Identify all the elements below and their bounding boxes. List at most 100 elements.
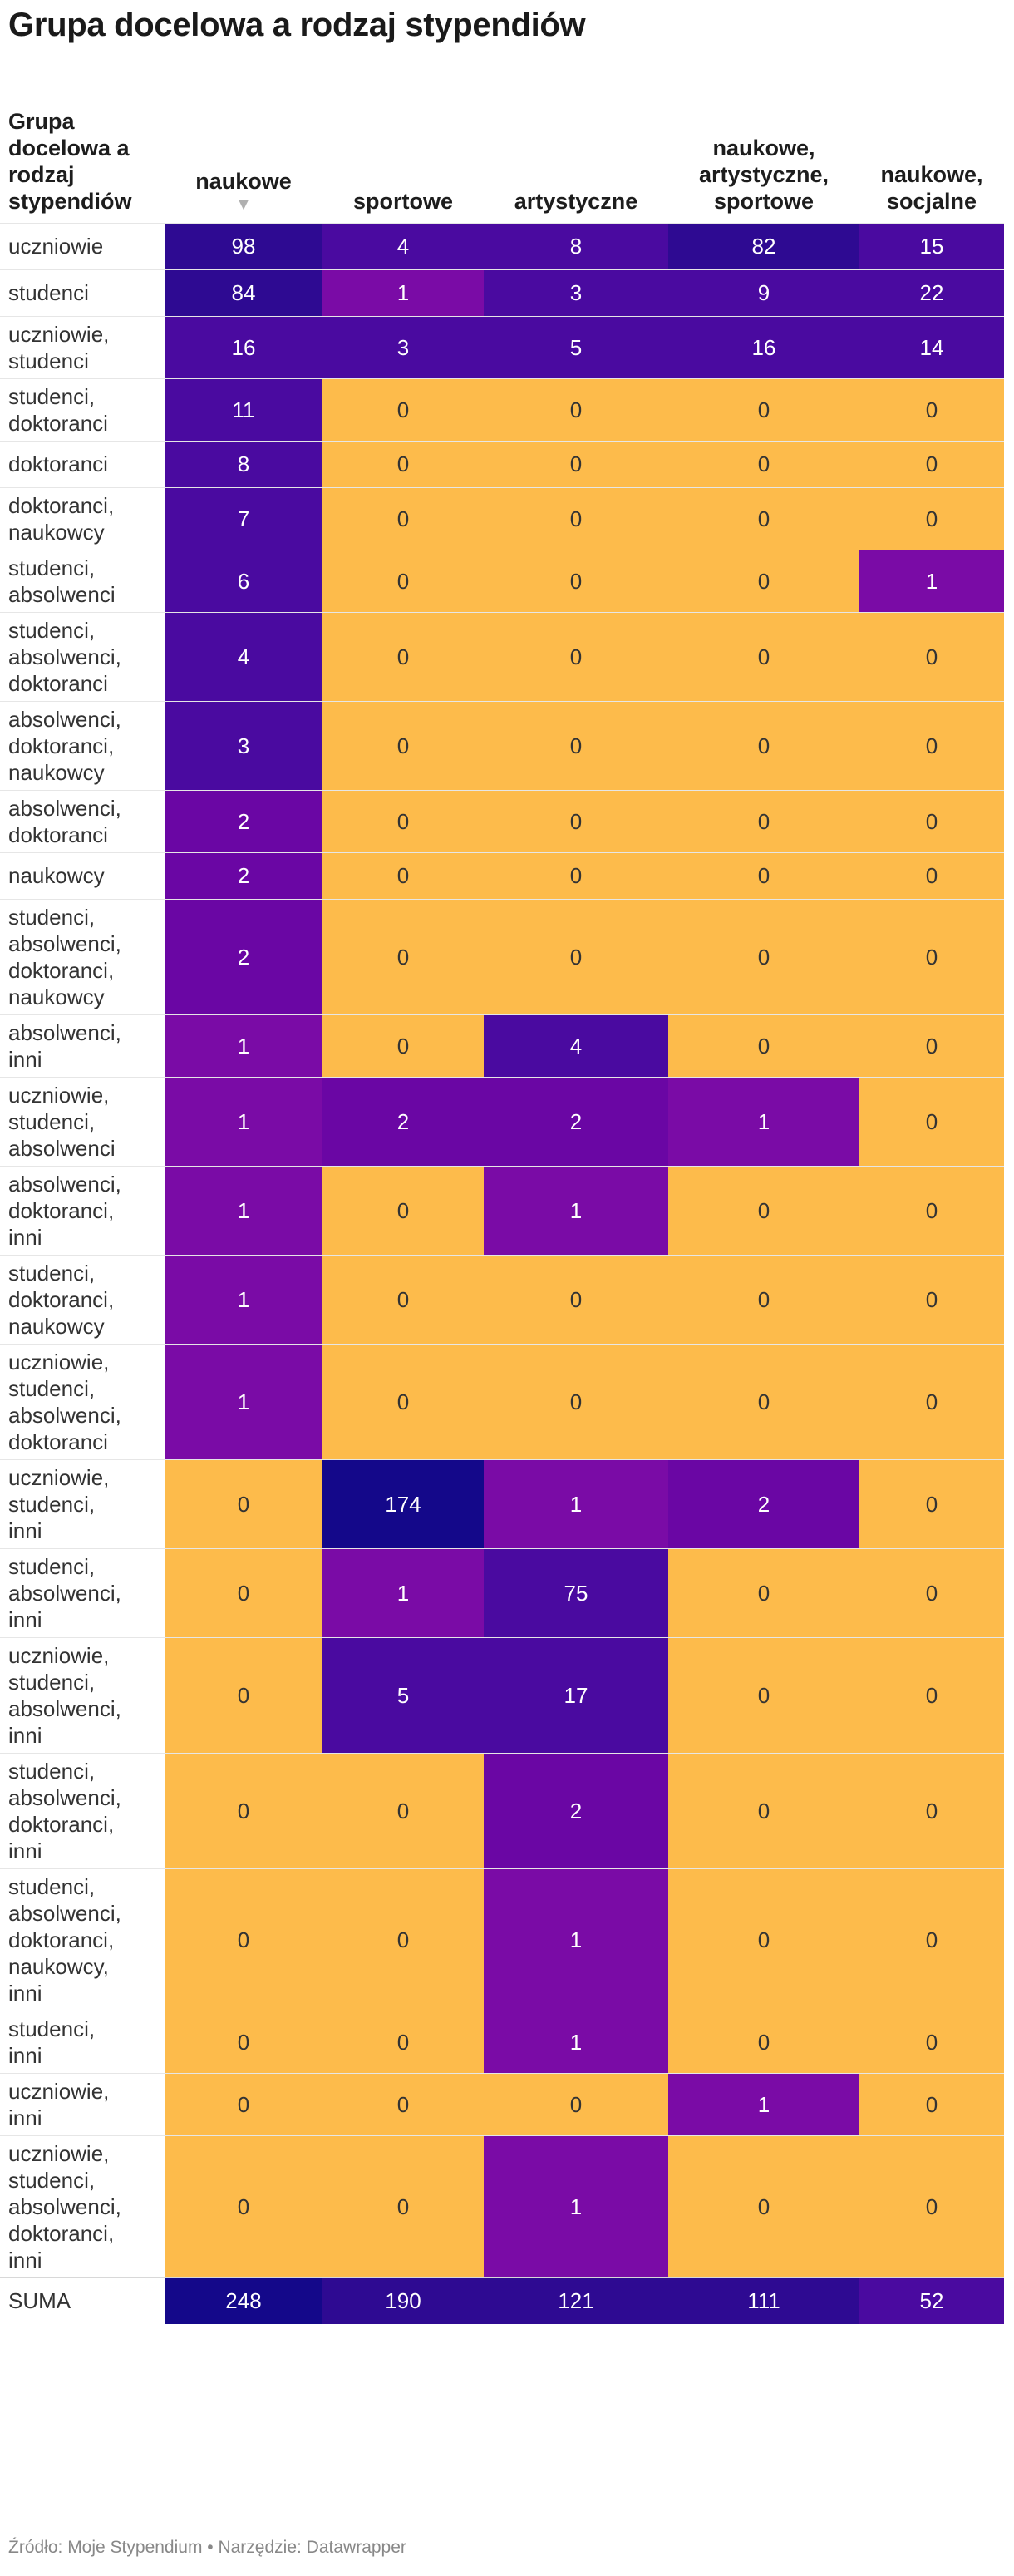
heatmap-cell: 0 xyxy=(322,1752,484,1868)
total-cell: 52 xyxy=(859,2277,1004,2324)
column-header-naukowe-socjalne[interactable]: naukowe, socjalne xyxy=(859,93,1004,223)
row-label: studenci, absolwenci, doktoranci, naukowcy xyxy=(0,898,165,1014)
column-header-label: naukowe, artystyczne, sportowe xyxy=(698,135,829,214)
heatmap-cell: 0 xyxy=(165,1752,322,1868)
heatmap-cell: 0 xyxy=(859,1752,1004,1868)
header-row: Grupa docelowa a rodzaj stypendiów naukowe … xyxy=(0,93,1004,223)
heatmap-cell: 0 xyxy=(322,789,484,852)
table-row: uczniowie, inni 0 0 0 1 0 xyxy=(0,2072,1004,2135)
heatmap-cell: 16 xyxy=(668,315,859,378)
table-row: studenci, absolwenci, doktoranci, inni 0 0 2 0 0 xyxy=(0,1752,1004,1868)
heatmap-cell: 2 xyxy=(165,898,322,1014)
heatmap-cell: 1 xyxy=(484,2134,668,2277)
column-header-artystyczne[interactable]: artystyczne xyxy=(484,93,668,223)
heatmap-cell: 0 xyxy=(484,440,668,487)
heatmap-cell: 0 xyxy=(859,1868,1004,2011)
table-row: studenci, absolwenci, inni 0 1 75 0 0 xyxy=(0,1547,1004,1637)
heatmap-cell: 0 xyxy=(484,898,668,1014)
heatmap-table: Grupa docelowa a rodzaj stypendiów naukowe … xyxy=(0,93,1004,2324)
heatmap-cell: 0 xyxy=(322,1014,484,1077)
heatmap-cell: 0 xyxy=(668,378,859,441)
table-row: studenci, doktoranci 11 0 0 0 0 xyxy=(0,378,1004,441)
heatmap-cell: 0 xyxy=(322,1343,484,1459)
row-label: studenci, absolwenci xyxy=(0,549,165,612)
total-cell: 190 xyxy=(322,2277,484,2324)
heatmap-cell: 0 xyxy=(668,1165,859,1255)
heatmap-cell: 2 xyxy=(484,1752,668,1868)
row-label: naukowcy xyxy=(0,851,165,899)
row-header: Grupa docelowa a rodzaj stypendiów xyxy=(0,93,165,223)
heatmap-cell: 0 xyxy=(322,2072,484,2135)
table-row: naukowcy 2 0 0 0 0 xyxy=(0,851,1004,899)
heatmap-cell: 0 xyxy=(859,2010,1004,2073)
heatmap-cell: 0 xyxy=(668,1014,859,1077)
heatmap-cell: 0 xyxy=(859,486,1004,550)
heatmap-cell: 9 xyxy=(668,269,859,316)
heatmap-cell: 11 xyxy=(165,378,322,441)
heatmap-cell: 0 xyxy=(668,1752,859,1868)
column-header-label: naukowe, socjalne xyxy=(880,161,983,214)
column-header-naukowe-artystyczne-sportowe[interactable]: naukowe, artystyczne, sportowe xyxy=(668,93,859,223)
row-label: uczniowie xyxy=(0,222,165,269)
table-row: uczniowie 98 4 8 82 15 xyxy=(0,222,1004,269)
heatmap-cell: 75 xyxy=(484,1547,668,1637)
heatmap-cell: 0 xyxy=(668,700,859,790)
heatmap-cell: 1 xyxy=(668,2072,859,2135)
heatmap-cell: 4 xyxy=(484,1014,668,1077)
heatmap-cell: 4 xyxy=(322,222,484,269)
total-row: SUMA 248 190 121 111 52 xyxy=(0,2277,1004,2324)
heatmap-cell: 0 xyxy=(322,1254,484,1344)
heatmap-cell: 0 xyxy=(484,1343,668,1459)
heatmap-cell: 1 xyxy=(668,1076,859,1166)
heatmap-cell: 0 xyxy=(859,1014,1004,1077)
source-note: Źródło: Moje Stypendium • Narzędzie: Dat… xyxy=(8,2538,406,2557)
heatmap-cell: 0 xyxy=(859,789,1004,852)
heatmap-cell: 0 xyxy=(859,1254,1004,1344)
heatmap-cell: 0 xyxy=(859,611,1004,701)
heatmap-cell: 16 xyxy=(165,315,322,378)
row-label: uczniowie, studenci, absolwenci, doktoranci xyxy=(0,1343,165,1459)
heatmap-header: Grupa docelowa a rodzaj stypendiów naukowe … xyxy=(0,93,1004,223)
heatmap-cell: 0 xyxy=(859,1076,1004,1166)
chart-title: Grupa docelowa a rodzaj stypendiów xyxy=(8,7,586,43)
row-label: absolwenci, doktoranci, naukowcy xyxy=(0,700,165,790)
heatmap-cell: 0 xyxy=(859,2072,1004,2135)
heatmap-cell: 0 xyxy=(859,700,1004,790)
heatmap-cell: 0 xyxy=(322,898,484,1014)
heatmap-cell: 1 xyxy=(165,1014,322,1077)
column-header-sportowe[interactable]: sportowe xyxy=(322,93,484,223)
table-row: absolwenci, doktoranci, naukowcy 3 0 0 0 0 xyxy=(0,700,1004,790)
heatmap-cell: 0 xyxy=(322,1868,484,2011)
heatmap-cell: 0 xyxy=(859,851,1004,899)
row-label: uczniowie, inni xyxy=(0,2072,165,2135)
row-label: uczniowie, studenci, absolwenci xyxy=(0,1076,165,1166)
row-header-label: Grupa docelowa a rodzaj stypendiów xyxy=(8,108,132,214)
heatmap-cell: 0 xyxy=(484,611,668,701)
heatmap-cell: 0 xyxy=(484,2072,668,2135)
heatmap-cell: 2 xyxy=(165,789,322,852)
heatmap-cell: 0 xyxy=(668,789,859,852)
heatmap-cell: 0 xyxy=(165,1458,322,1548)
heatmap-cell: 0 xyxy=(668,1343,859,1459)
heatmap-cell: 0 xyxy=(859,1343,1004,1459)
heatmap-body: uczniowie 98 4 8 82 15 studenci 84 1 3 9 22 uczniowi… xyxy=(0,222,1004,2324)
heatmap-cell: 0 xyxy=(484,378,668,441)
heatmap-cell: 8 xyxy=(165,440,322,487)
heatmap-cell: 0 xyxy=(165,1868,322,2011)
heatmap-cell: 0 xyxy=(668,2134,859,2277)
heatmap-cell: 5 xyxy=(322,1636,484,1753)
table-row: studenci, absolwenci, doktoranci, naukowcy 2… xyxy=(0,898,1004,1014)
column-header-naukowe[interactable]: naukowe ▼ xyxy=(165,93,322,223)
heatmap-cell: 0 xyxy=(322,549,484,612)
heatmap-cell: 4 xyxy=(165,611,322,701)
row-label: studenci, absolwenci, inni xyxy=(0,1547,165,1637)
heatmap-cell: 0 xyxy=(484,851,668,899)
heatmap-cell: 14 xyxy=(859,315,1004,378)
heatmap-cell: 0 xyxy=(322,1165,484,1255)
heatmap-cell: 2 xyxy=(165,851,322,899)
heatmap-cell: 1 xyxy=(165,1254,322,1344)
heatmap-cell: 0 xyxy=(322,851,484,899)
heatmap-cell: 0 xyxy=(668,1254,859,1344)
row-label: studenci xyxy=(0,269,165,316)
row-label: absolwenci, doktoranci xyxy=(0,789,165,852)
